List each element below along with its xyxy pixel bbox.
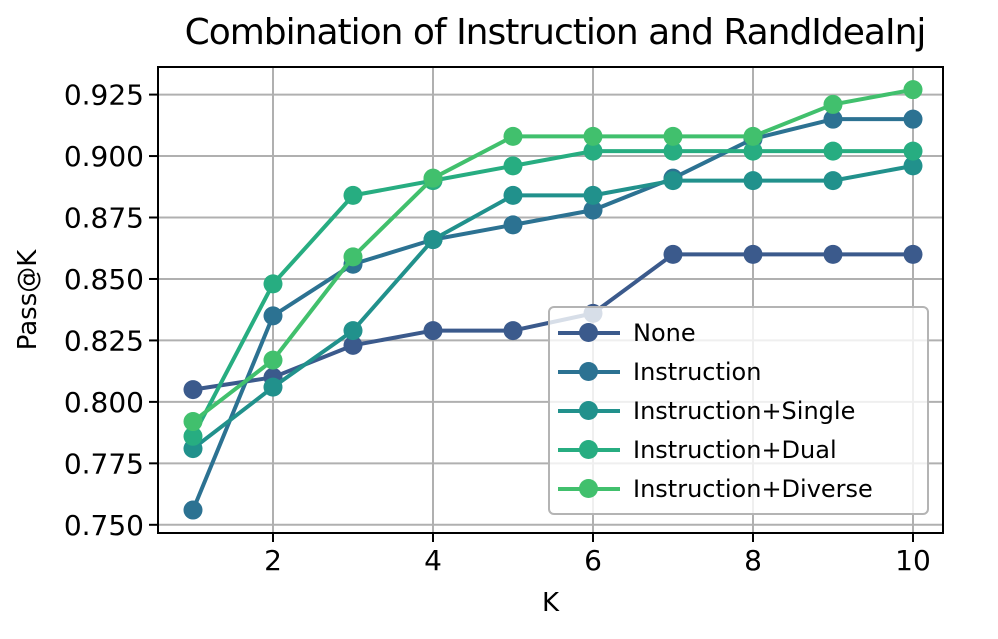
- x-axis-label: K: [541, 588, 560, 618]
- y-axis-label: Pass@K: [13, 249, 43, 351]
- data-point-instruction-single-k8: [743, 171, 763, 191]
- legend-dot-icon: [579, 478, 598, 498]
- data-point-instruction-k5: [503, 215, 523, 235]
- y-tick-label: 0.875: [64, 202, 144, 235]
- chart-title: Combination of Instruction and RandIdeaI…: [184, 12, 927, 53]
- y-tick-label: 0.900: [64, 140, 144, 173]
- data-point-instruction-dual-k1: [183, 426, 203, 446]
- y-tick-label: 0.775: [64, 447, 144, 480]
- legend-item-instruction-diverse: Instruction+Diverse: [558, 470, 927, 507]
- series-instruction-single: [183, 156, 923, 459]
- legend-label: Instruction+Diverse: [633, 474, 873, 503]
- legend-marker-instruction-single: [558, 400, 620, 421]
- data-point-instruction-k10: [903, 109, 923, 129]
- legend-marker-none: [558, 322, 620, 343]
- legend-dot-icon: [579, 361, 598, 381]
- series-line-instruction-dual: [191, 149, 913, 438]
- x-tick-label: 2: [264, 544, 282, 577]
- data-point-instruction-diverse-k6: [583, 126, 603, 146]
- data-point-instruction-diverse-k4: [423, 168, 443, 188]
- y-tick-label: 0.750: [64, 509, 144, 542]
- legend-dot-icon: [579, 322, 598, 342]
- data-point-instruction-dual-k2: [263, 274, 283, 294]
- data-point-instruction-dual-k5: [503, 156, 523, 176]
- data-point-instruction-dual-k7: [663, 141, 683, 161]
- data-point-none-k1: [183, 380, 203, 400]
- x-tick-label: 8: [744, 544, 762, 577]
- y-tick-label: 0.850: [64, 263, 144, 296]
- legend-label: Instruction+Single: [633, 396, 856, 425]
- legend-marker-instruction-dual: [558, 439, 620, 460]
- legend-label: None: [633, 318, 696, 347]
- axis-ticks: 2 4 6 8 10 0.750 0.775 0.800 0.825 0.850 0.875 0.90…: [64, 79, 931, 577]
- legend-item-instruction: Instruction: [558, 353, 927, 390]
- data-point-instruction-k2: [263, 306, 283, 326]
- data-point-none-k5: [503, 321, 523, 341]
- x-tick-label: 6: [584, 544, 602, 577]
- y-tick-label: 0.800: [64, 386, 144, 419]
- data-point-instruction-diverse-k8: [743, 126, 763, 146]
- x-tick-label: 4: [424, 544, 442, 577]
- series-group: [183, 80, 923, 520]
- data-point-none-k7: [663, 244, 683, 264]
- legend-label: Instruction+Dual: [633, 435, 837, 464]
- axes-spines: [157, 66, 944, 534]
- legend-item-instruction-single: Instruction+Single: [558, 392, 927, 429]
- legend-dot-icon: [579, 439, 598, 459]
- data-point-instruction-diverse-k3: [343, 247, 363, 267]
- data-point-none-k4: [423, 321, 443, 341]
- data-point-instruction-single-k2: [263, 377, 283, 397]
- y-tick-label: 0.825: [64, 324, 144, 357]
- data-point-instruction-diverse-k10: [903, 80, 923, 100]
- series-line-instruction-diverse: [191, 87, 914, 424]
- legend: None Instruction Instruction+Single Instruc…: [548, 306, 929, 515]
- data-point-instruction-single-k9: [823, 171, 843, 191]
- y-tick-label: 0.925: [64, 79, 144, 112]
- data-point-instruction-dual-k9: [823, 141, 843, 161]
- data-point-instruction-single-k7: [663, 171, 683, 191]
- data-point-instruction-dual-k10: [903, 141, 923, 161]
- data-point-instruction-diverse-k5: [503, 126, 523, 146]
- data-point-instruction-single-k3: [343, 321, 363, 341]
- data-point-none-k10: [903, 244, 923, 264]
- legend-marker-instruction: [558, 361, 620, 382]
- legend-item-none: None: [558, 314, 927, 351]
- data-point-instruction-single-k6: [583, 185, 603, 205]
- data-point-none-k3: [343, 335, 363, 355]
- data-point-instruction-single-k4: [423, 230, 443, 250]
- legend-marker-instruction-diverse: [558, 478, 620, 499]
- data-point-instruction-diverse-k1: [183, 412, 203, 432]
- legend-dot-icon: [579, 400, 598, 420]
- series-line-instruction-single: [191, 163, 914, 451]
- data-point-instruction-diverse-k9: [823, 94, 843, 114]
- data-point-instruction-k6: [583, 200, 603, 220]
- data-point-instruction-single-k5: [503, 185, 523, 205]
- legend-label: Instruction: [633, 357, 762, 386]
- data-point-instruction-single-k10: [903, 156, 923, 176]
- series-instruction-diverse: [183, 80, 923, 432]
- series-line-instruction: [191, 117, 913, 511]
- data-point-instruction-diverse-k7: [663, 126, 683, 146]
- data-point-instruction-diverse-k2: [263, 350, 283, 370]
- data-point-instruction-k1: [183, 500, 203, 520]
- data-point-instruction-k9: [823, 109, 843, 129]
- x-tick-label: 10: [895, 544, 931, 577]
- data-point-instruction-dual-k8: [743, 141, 763, 161]
- legend-item-instruction-dual: Instruction+Dual: [558, 431, 927, 468]
- data-point-none-k9: [823, 244, 843, 264]
- data-point-instruction-dual-k3: [343, 185, 363, 205]
- data-point-instruction-dual-k6: [583, 141, 603, 161]
- data-point-none-k8: [743, 244, 763, 264]
